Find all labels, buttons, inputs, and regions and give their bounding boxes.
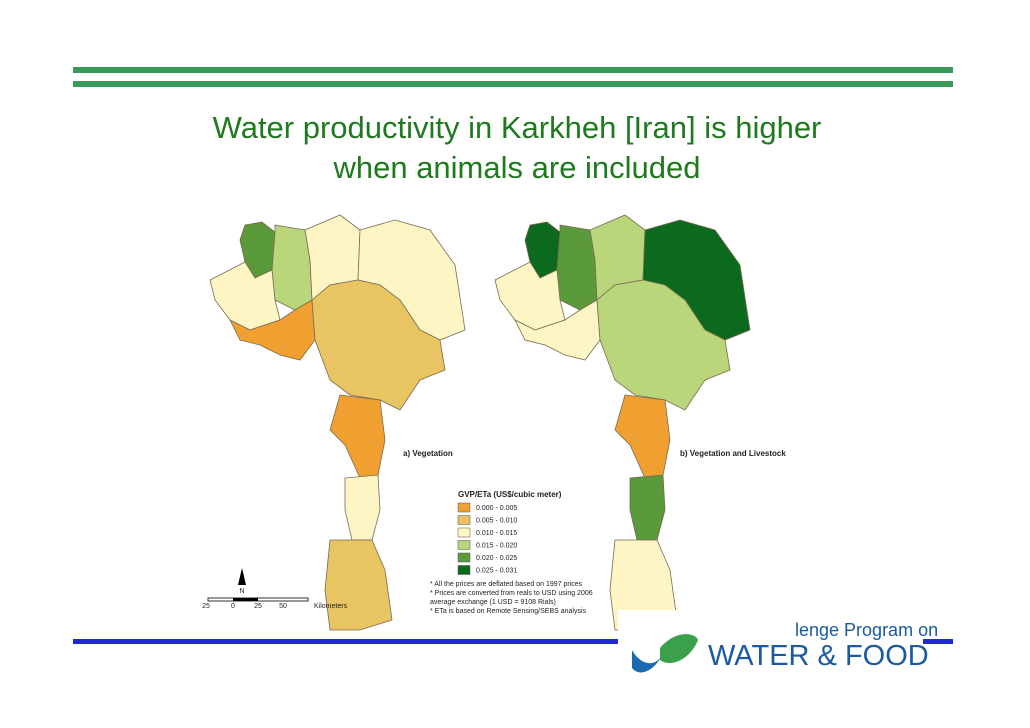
legend-swatch [457, 540, 471, 550]
legend-swatch [457, 527, 471, 538]
scale: 25 0 25 50 Kilometers [202, 603, 347, 610]
scale-tick: 25 [202, 603, 210, 610]
logo-leaf [632, 650, 662, 673]
scale-tick: 50 [279, 603, 287, 610]
region [311, 279, 446, 411]
legend-label: 0.010 - 0.015 [476, 530, 517, 537]
logo-text: WATER & FOOD [708, 640, 929, 672]
legend-label: 0.025 - 0.031 [476, 568, 517, 575]
region [629, 474, 666, 541]
scale-bar [233, 598, 258, 601]
top-rule [73, 81, 953, 87]
region [324, 539, 393, 631]
region [494, 261, 566, 331]
legend-title: GVP/ETa (US$/cubic meter) [458, 490, 562, 499]
notes: * All the prices are deflated based on 1… [430, 581, 593, 615]
scale-tick: 25 [254, 603, 262, 610]
legend: 0.000 - 0.005 0.005 - 0.010 0.010 - 0.015 0… [457, 502, 517, 575]
title-line: Water productivity in Karkheh [Iran] is … [213, 110, 822, 145]
legend-label: 0.005 - 0.010 [476, 518, 517, 525]
legend-label: 0.015 - 0.020 [476, 543, 517, 550]
map-label: b) Vegetation and Livestock [680, 449, 786, 458]
legend-label: 0.020 - 0.025 [476, 555, 517, 562]
legend-swatch [457, 552, 471, 563]
region [344, 474, 381, 541]
map-label: a) Vegetation [403, 449, 453, 458]
logo-leaf [660, 634, 698, 664]
map-right [494, 214, 751, 631]
scale-tick: 0 [231, 603, 235, 610]
legend-swatch [457, 502, 471, 513]
north-arrow [238, 568, 246, 585]
scale-unit: Kilometers [314, 603, 348, 610]
note: average exchange (1 USD = 9108 Rials) [430, 599, 556, 606]
note: * All the prices are deflated based on 1… [430, 581, 583, 588]
region [209, 261, 281, 331]
note: * ETa is based on Remote Sensing/SEBS an… [430, 608, 587, 615]
legend-swatch [457, 515, 471, 525]
legend-label: 0.000 - 0.005 [476, 505, 517, 512]
region [596, 279, 731, 411]
logo-text: lenge Program on [795, 620, 938, 640]
title-line: when animals are included [332, 150, 700, 185]
legend-swatch [457, 565, 471, 575]
map-left [209, 214, 466, 631]
note: * Prices are converted from reals to USD… [430, 590, 593, 597]
bottom-rule [73, 639, 953, 644]
north-label: N [239, 588, 244, 595]
top-rule [73, 67, 953, 73]
